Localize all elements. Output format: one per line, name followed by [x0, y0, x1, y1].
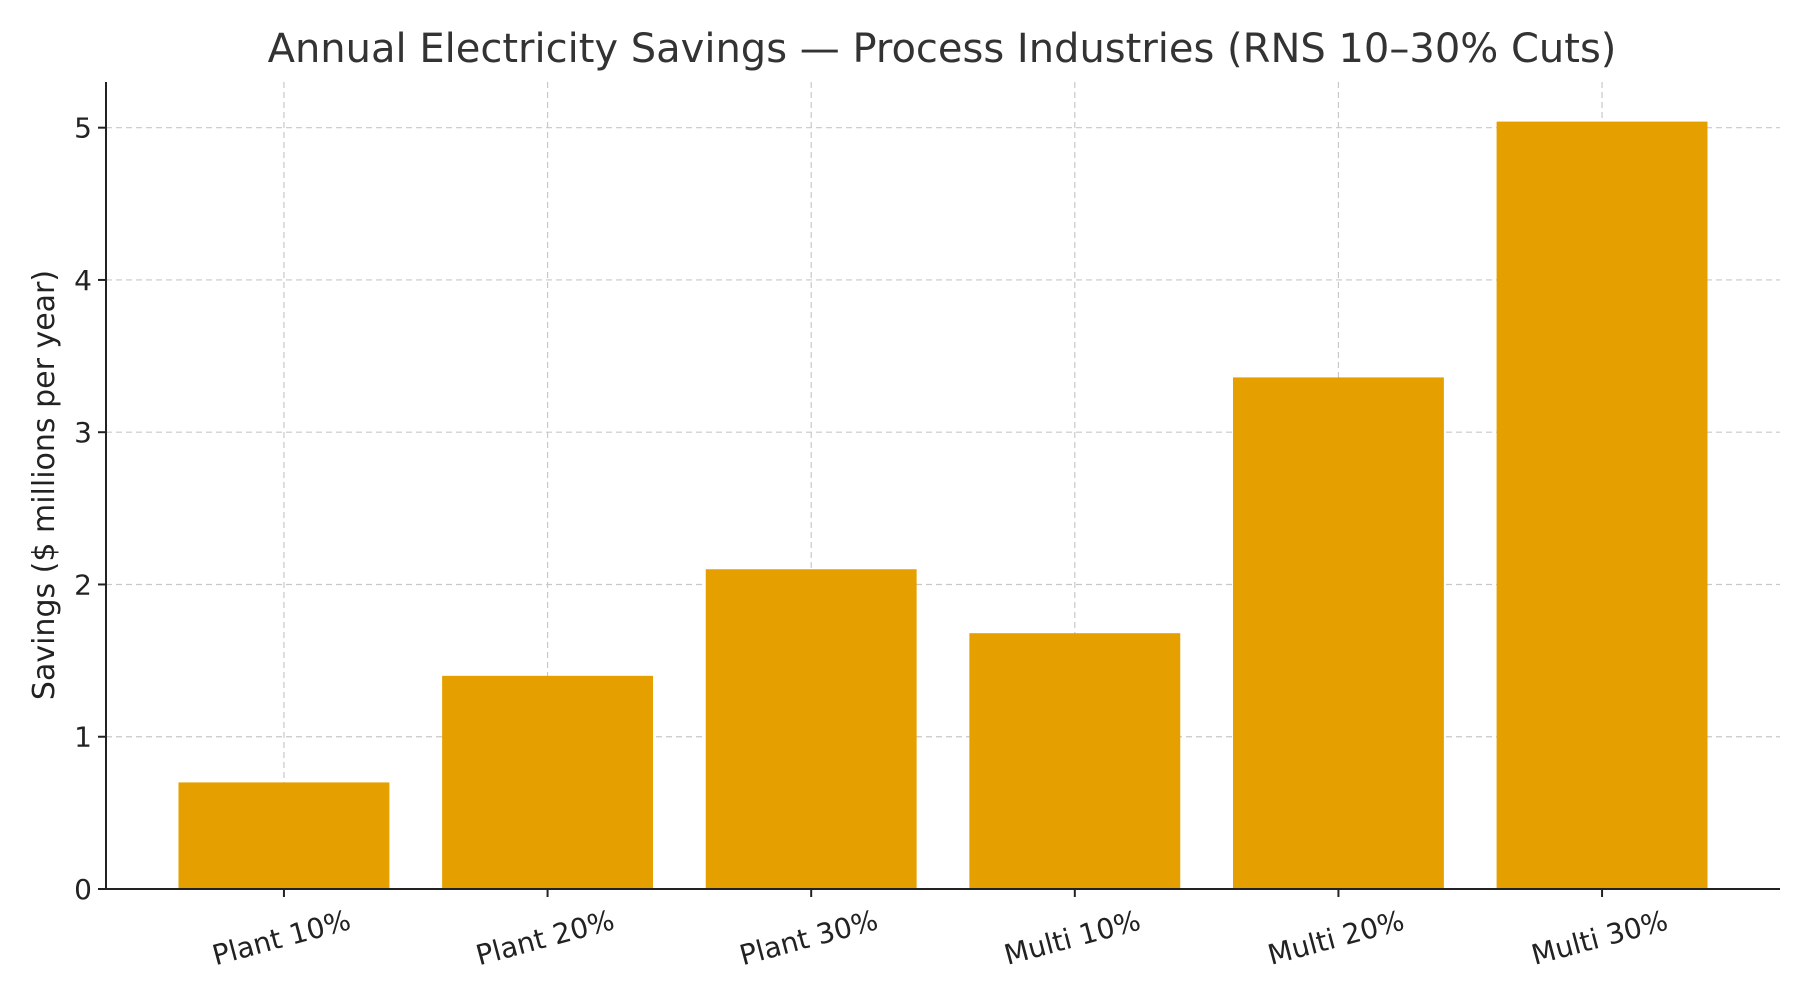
y-tick-label: 5: [74, 112, 92, 145]
axes-layer: [105, 82, 1780, 890]
x-tick-label: Multi 10%: [1001, 904, 1144, 972]
x-tick-label: Plant 10%: [209, 904, 354, 973]
bar: [442, 675, 654, 889]
y-tick-label: 4: [74, 264, 92, 297]
bar: [705, 569, 917, 889]
y-tick-label: 1: [74, 721, 92, 754]
x-tick-label: Plant 20%: [472, 904, 617, 973]
y-tick-label: 3: [74, 416, 92, 449]
bar: [969, 633, 1181, 889]
bars-layer: [178, 121, 1708, 889]
y-tick-label: 0: [74, 873, 92, 906]
chart-title: Annual Electricity Savings — Process Ind…: [268, 26, 1617, 72]
x-tick-label: Multi 30%: [1528, 904, 1671, 972]
x-tick-label: Plant 30%: [736, 904, 881, 973]
bar: [1232, 377, 1444, 889]
y-tick-label: 2: [74, 568, 92, 601]
x-tick-label: Multi 20%: [1264, 904, 1407, 972]
bar: [178, 782, 390, 889]
bar: [1496, 121, 1708, 889]
y-axis-label: Savings ($ millions per year): [27, 270, 62, 700]
